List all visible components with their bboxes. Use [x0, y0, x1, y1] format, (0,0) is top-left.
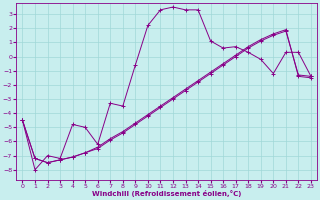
- X-axis label: Windchill (Refroidissement éolien,°C): Windchill (Refroidissement éolien,°C): [92, 190, 241, 197]
